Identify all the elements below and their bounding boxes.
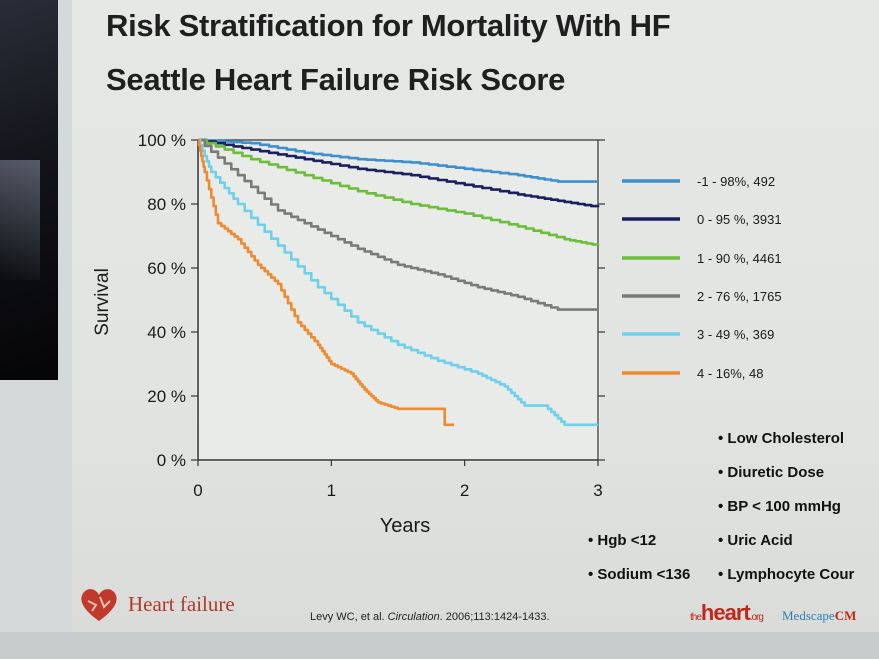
series-line — [198, 138, 598, 427]
slide-title-line-1: Risk Stratification for Mortality With H… — [106, 8, 671, 43]
legend-label: -1 - 98%, 492 — [697, 174, 775, 189]
series-line — [198, 138, 600, 246]
bullet-diuretic-dose: • Diuretic Dose — [718, 464, 825, 481]
heart-failure-logo-icon — [81, 589, 117, 621]
plot-area — [196, 140, 600, 462]
speaker-photo — [0, 0, 58, 380]
theheart-logo-word: heart — [700, 600, 751, 625]
legend-label: 2 - 76 %, 1765 — [697, 289, 782, 304]
bullet-sodium: • Sodium <136 — [588, 566, 691, 583]
citation: Levy WC, et al. Circulation. 2006;113:14… — [310, 611, 550, 623]
medscape-logo: MedscapeCM — [782, 608, 856, 624]
bullet-low-cholesterol: • Low Cholesterol — [718, 430, 845, 447]
series-lines — [197, 138, 600, 427]
y-axis-label: Survival — [92, 268, 113, 336]
series-line — [198, 138, 598, 183]
y-tick-label: 60 % — [147, 259, 186, 278]
bullet-lymphocyte: • Lymphocyte Cour — [718, 566, 855, 583]
citation-details: . 2006;113:1424-1433. — [439, 611, 550, 623]
medscape-logo-cm: CM — [834, 608, 857, 623]
y-tick-label: 0 % — [157, 451, 186, 470]
legend-label: 4 - 16%, 48 — [697, 366, 764, 381]
plot-frame — [197, 139, 599, 461]
axis-ticks: 0 % 20 % 40 % 60 % 80 % 100 % 0 1 2 3 — [138, 131, 605, 500]
x-axis-label: Years — [380, 515, 430, 537]
theheart-logo-the: the — [690, 612, 702, 623]
bullet-bp: • BP < 100 mmHg — [718, 498, 841, 515]
y-tick-label: 20 % — [147, 387, 186, 406]
slide-title-line-2: Seattle Heart Failure Risk Score — [106, 62, 566, 97]
x-tick-label: 1 — [327, 481, 336, 500]
citation-authors: Levy WC, et al. — [310, 611, 388, 623]
medscape-logo-word: Medscape — [782, 608, 835, 623]
screen-bottom-bar — [0, 632, 879, 659]
legend: -1 - 98%, 492 0 - 95 %, 3931 1 - 90 %, 446… — [622, 174, 782, 381]
legend-label: 0 - 95 %, 3931 — [697, 212, 782, 227]
x-tick-label: 2 — [460, 481, 469, 500]
legend-label: 1 - 90 %, 4461 — [697, 251, 782, 266]
heart-failure-logo-text: Heart failure — [128, 592, 235, 616]
y-tick-label: 40 % — [147, 323, 186, 342]
x-tick-label: 0 — [193, 481, 202, 500]
series-line — [197, 138, 454, 427]
x-tick-label: 3 — [593, 481, 602, 500]
series-line — [198, 138, 598, 311]
bullet-hgb: • Hgb <12 — [588, 532, 657, 549]
photo-highlight — [0, 160, 40, 280]
legend-label: 3 - 49 %, 369 — [697, 327, 774, 342]
bullet-uric-acid: • Uric Acid — [718, 532, 793, 549]
y-tick-label: 100 % — [138, 131, 186, 150]
citation-journal: Circulation — [387, 611, 440, 623]
theheart-logo-org: .org — [749, 612, 764, 623]
series-line — [198, 138, 600, 208]
theheart-logo: theheart.org — [690, 600, 764, 626]
y-tick-label: 80 % — [147, 195, 186, 214]
